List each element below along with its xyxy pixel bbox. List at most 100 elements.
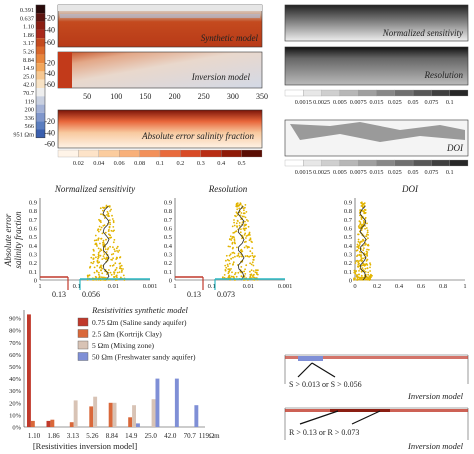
scatter-point [89, 265, 92, 268]
depth-tick: -40 [44, 26, 55, 35]
scatter-point [358, 278, 361, 281]
scatter-point [233, 238, 236, 241]
bar-x-tick: 1.86 [47, 432, 60, 440]
scatter-point [103, 217, 106, 219]
scatter-point [117, 251, 120, 253]
colorbar-label: 8.84 [23, 57, 35, 64]
scatter-point [369, 263, 372, 266]
scatter-ylabel-2: salinity fraction [13, 211, 23, 269]
scatter-point [249, 262, 252, 265]
scatter-point [354, 272, 357, 274]
gray-swatch [358, 89, 377, 97]
scatter-point [110, 208, 112, 211]
scatter-point [98, 273, 100, 276]
scatter-point [99, 254, 102, 257]
bar [46, 420, 51, 427]
y-tick: 0.6 [29, 226, 38, 233]
scatter-point [246, 255, 249, 257]
scatter-point [97, 247, 100, 250]
bar [112, 402, 117, 427]
scatter-point [227, 272, 230, 275]
scatter-point [100, 221, 102, 224]
scatter-point [243, 209, 245, 212]
scatter-point [358, 273, 360, 276]
absolute-error-colorbar: 0.02 0.04 0.06 0.08 0.1 0.2 0.3 0.4 0.5 [57, 149, 263, 167]
doi-title: DOI [446, 143, 464, 153]
scatter-point [106, 214, 108, 216]
scatter-point [114, 262, 117, 265]
scatter-point [366, 222, 368, 225]
scatter-point [102, 239, 105, 242]
scatter-point [363, 202, 366, 205]
error-tick: 0.3 [197, 160, 205, 167]
error-tick: 0.2 [176, 160, 184, 167]
scatter-point [255, 271, 258, 274]
bar-x-tick: 119Ωm [199, 432, 220, 440]
depth-tick: -20 [44, 59, 55, 68]
scatter-point [114, 269, 117, 272]
scatter-point [232, 246, 234, 249]
legend-label: 2.5 Ωm (Kortrijk Clay) [92, 330, 162, 339]
depth-tick: -40 [44, 69, 55, 78]
bar [132, 405, 136, 427]
depth-tick: -60 [44, 38, 55, 47]
scatter-point [240, 212, 243, 214]
scatter-point [116, 276, 118, 279]
scatter-point [231, 237, 233, 240]
scatter-point [235, 275, 238, 278]
scatter-point [245, 219, 248, 221]
colorbar-swatch [36, 21, 45, 30]
error-swatch [119, 149, 140, 158]
y-tick: 0.8 [344, 208, 352, 215]
scatter-point [232, 256, 234, 259]
normalized-sensitivity-panel: Normalized sensitivity [284, 4, 469, 42]
scatter-point [108, 205, 111, 207]
scatter-point [244, 206, 246, 209]
scatter-point [230, 258, 233, 260]
scatter-point [228, 262, 231, 265]
scatter-point [356, 245, 359, 248]
scatter-point [111, 264, 114, 267]
scatter-point [367, 278, 370, 281]
scatter-point [106, 210, 109, 213]
gray-swatch [394, 159, 414, 167]
scatter-point [101, 267, 103, 270]
scatter-point [225, 266, 228, 269]
scatter-point [99, 242, 101, 245]
scatter-point [360, 240, 363, 243]
colorbar-swatch [36, 88, 45, 97]
scatter-point [110, 229, 113, 232]
scatter-point [365, 263, 368, 266]
scatter-point [107, 212, 110, 215]
scatter-point [363, 208, 366, 211]
colorbar-swatch [36, 71, 45, 80]
scatter-point [112, 253, 115, 255]
scatter-point [107, 215, 110, 218]
scatter-point [109, 210, 111, 212]
x-tick: 0.4 [395, 283, 404, 290]
scatter-point [245, 240, 247, 243]
gray-tick: 0.025 [388, 169, 402, 176]
scatter-point [113, 248, 116, 251]
scatter-point [109, 245, 111, 248]
scatter-point [251, 276, 254, 278]
scatter-point [237, 205, 240, 207]
scatter-point [235, 215, 237, 218]
scatter-point [367, 273, 370, 276]
scatter-point [364, 216, 367, 219]
scatter-point [93, 271, 96, 274]
threshold-red-label: 0.13 [52, 290, 66, 299]
scatter-point [361, 201, 363, 204]
bar-y-tick: 60% [9, 352, 22, 359]
scatter-point [114, 250, 116, 253]
scatter-point [361, 260, 363, 263]
scatter-point [233, 219, 235, 221]
error-swatch [98, 149, 120, 158]
scatter-point [111, 214, 113, 217]
scatter-point [230, 275, 233, 278]
threshold-cyan-label: 0.056 [82, 290, 100, 299]
scatter-point [365, 250, 368, 253]
scatter-point [236, 208, 239, 211]
scatter-point [367, 276, 369, 279]
